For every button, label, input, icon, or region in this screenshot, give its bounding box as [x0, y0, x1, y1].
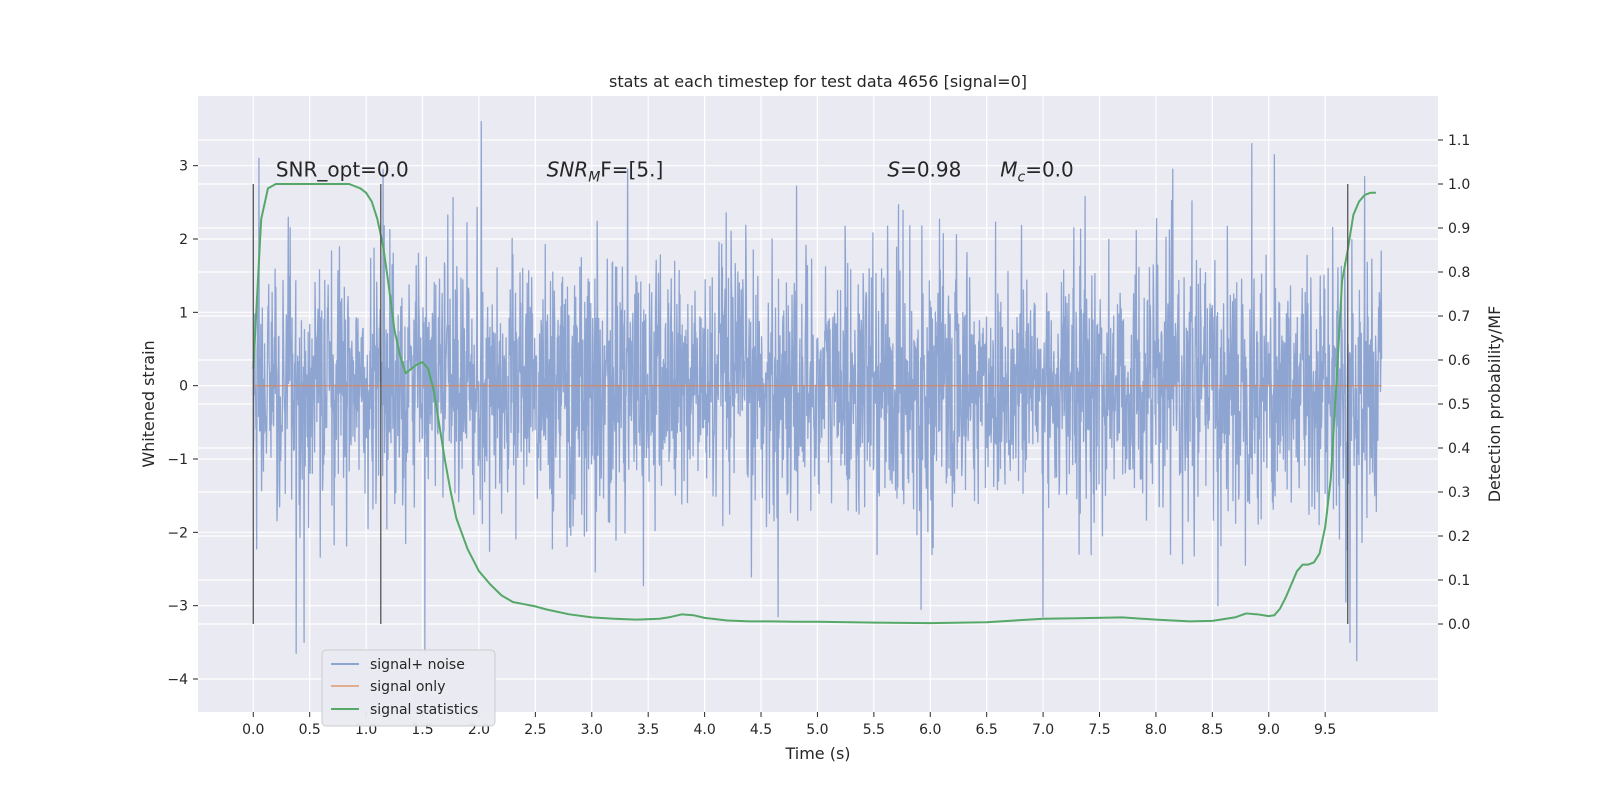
x-tick-label: 4.5: [750, 722, 772, 738]
x-tick-label: 6.0: [919, 722, 941, 738]
legend-label-signal-only: signal only: [370, 679, 445, 695]
annotation-snr-mf: SNRMF=[5.]: [547, 158, 664, 186]
y-tick-label-left: −4: [167, 672, 188, 688]
annotation-s-rest: =0.98: [900, 158, 961, 182]
y-tick-label-right: 1.1: [1448, 133, 1470, 149]
vertical-markers: [252, 184, 1349, 624]
y-tick-labels-right: 0.0 0.1 0.2 0.3 0.4 0.5 0.6 0.7 0.8 0.9 1.0 1.1: [1438, 133, 1470, 633]
annotation-s-italic: S: [887, 158, 900, 182]
y-tick-label-right: 0.4: [1448, 441, 1470, 457]
x-tick-label: 0.0: [242, 722, 264, 738]
x-tick-label: 5.0: [806, 722, 828, 738]
x-tick-label: 0.5: [299, 722, 321, 738]
y-tick-label-right: 0.8: [1448, 265, 1470, 281]
y-tick-label-right: 0.1: [1448, 573, 1470, 589]
annotation-mc-rest: =0.0: [1025, 158, 1074, 182]
x-axis-label: Time (s): [784, 744, 850, 763]
y-tick-label-left: 0: [179, 379, 188, 395]
x-tick-label: 5.5: [863, 722, 885, 738]
y-tick-label-right: 0.3: [1448, 485, 1470, 501]
x-tick-label: 9.0: [1258, 722, 1280, 738]
x-tick-label: 8.0: [1145, 722, 1167, 738]
y-tick-labels-left: −4 −3 −2 −1 0 1 2 3: [167, 159, 198, 688]
y-tick-label-left: 2: [179, 232, 188, 248]
y-axis-label-right: Detection probability/MF: [1485, 306, 1504, 503]
y-tick-label-left: 1: [179, 305, 188, 321]
x-tick-label: 9.5: [1314, 722, 1336, 738]
signal-noise-line: [252, 121, 1383, 662]
y-tick-label-right: 0.9: [1448, 221, 1470, 237]
x-tick-label: 7.5: [1088, 722, 1110, 738]
x-tick-label: 4.0: [693, 722, 715, 738]
y-tick-label-right: 0.0: [1448, 617, 1470, 633]
legend: signal+ noise signal only signal statist…: [321, 649, 496, 727]
annotations: SNR_opt=0.0 SNRMF=[5.] S=0.98 Mc=0.0: [276, 158, 1074, 186]
annotation-mc-sub: c: [1017, 170, 1025, 186]
annotation-snr-mf-base: SNR: [547, 158, 589, 182]
y-tick-label-right: 0.2: [1448, 529, 1470, 545]
legend-box: [321, 649, 496, 727]
annotation-mc: Mc=0.0: [1000, 158, 1074, 186]
signal-statistics-line: [252, 183, 1376, 625]
y-tick-label-left: −2: [167, 525, 188, 541]
annotation-snr-mf-sub: M: [588, 170, 600, 186]
x-tick-label: 8.5: [1201, 722, 1223, 738]
y-tick-label-right: 0.7: [1448, 309, 1470, 325]
x-tick-label: 2.5: [524, 722, 546, 738]
y-tick-label-left: 3: [179, 159, 188, 175]
annotation-snr-mf-rest: F=[5.]: [600, 158, 663, 182]
x-tick-label: 7.0: [1032, 722, 1054, 738]
x-tick-label: 3.0: [581, 722, 603, 738]
chart-title: stats at each timestep for test data 465…: [609, 72, 1027, 91]
series-signal-statistics: [252, 183, 1376, 625]
y-tick-label-right: 0.5: [1448, 397, 1470, 413]
x-tick-label: 6.5: [976, 722, 998, 738]
annotation-snr-opt: SNR_opt=0.0: [276, 158, 409, 182]
y-axis-label-left: Whitened strain: [139, 340, 158, 467]
y-tick-label-left: −1: [167, 452, 188, 468]
y-tick-label-left: −3: [167, 599, 188, 615]
y-tick-label-right: 1.0: [1448, 177, 1470, 193]
series-signal-noise: [252, 121, 1383, 662]
x-tick-label: 3.5: [637, 722, 659, 738]
legend-label-signal-statistics: signal statistics: [370, 702, 478, 718]
legend-label-signal-noise: signal+ noise: [370, 657, 465, 673]
annotation-s: S=0.98: [887, 158, 961, 182]
annotation-mc-base: M: [1000, 158, 1017, 182]
y-tick-label-right: 0.6: [1448, 353, 1470, 369]
